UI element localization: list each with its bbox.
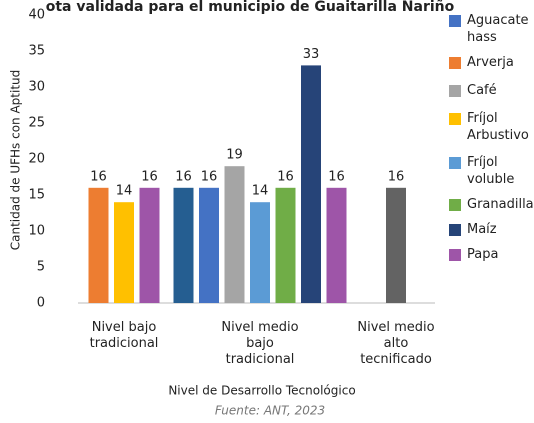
x-axis-title: Nivel de Desarrollo Tecnológico bbox=[168, 384, 355, 398]
data-label: 16 bbox=[201, 169, 218, 184]
bar bbox=[173, 187, 194, 303]
legend-label: Maíz bbox=[467, 222, 497, 237]
bar bbox=[199, 187, 219, 303]
x-tick-label: Nivel bajo tradicional bbox=[89, 320, 159, 351]
data-label: 14 bbox=[116, 184, 133, 199]
bar bbox=[114, 202, 134, 303]
data-label: 16 bbox=[90, 169, 107, 184]
source: Fuente: ANT, 2023 bbox=[215, 404, 325, 418]
legend-swatch bbox=[449, 157, 461, 169]
y-tick-label: 40 bbox=[28, 8, 45, 23]
legend-swatch bbox=[449, 249, 461, 261]
y-tick-label: 15 bbox=[28, 188, 45, 203]
data-label: 16 bbox=[175, 169, 192, 184]
y-axis-title: Cantidad de UFHs con Aptitud bbox=[9, 70, 23, 251]
legend-label: Café bbox=[467, 83, 497, 98]
legend-label: Fríjol Arbustivo bbox=[467, 111, 529, 143]
bar bbox=[88, 187, 109, 303]
bar bbox=[250, 202, 270, 303]
legend-swatch bbox=[449, 15, 461, 27]
y-tick-label: 10 bbox=[28, 224, 45, 239]
y-tick-label: 0 bbox=[37, 296, 45, 311]
y-tick-label: 35 bbox=[28, 44, 45, 59]
legend-swatch bbox=[449, 85, 461, 97]
legend-swatch bbox=[449, 199, 461, 211]
data-label: 14 bbox=[252, 184, 269, 199]
legend-swatch bbox=[449, 57, 461, 69]
data-label: 33 bbox=[303, 47, 320, 62]
bar bbox=[224, 166, 245, 303]
bar bbox=[386, 187, 406, 303]
data-label: 16 bbox=[328, 169, 345, 184]
legend-swatch bbox=[449, 224, 461, 236]
bar bbox=[139, 187, 160, 303]
legend-swatch bbox=[449, 113, 461, 125]
bar bbox=[301, 65, 321, 304]
chart-title: ota validada para el municipio de Guaita… bbox=[46, 0, 455, 15]
y-tick-label: 30 bbox=[28, 80, 45, 95]
bar bbox=[326, 187, 347, 303]
x-tick-label: Nivel medio alto tecnificado bbox=[357, 320, 435, 367]
x-tick-label: Nivel medio bajo tradicional bbox=[221, 320, 299, 367]
y-tick-label: 5 bbox=[37, 260, 45, 275]
legend-label: Granadilla bbox=[467, 197, 534, 212]
y-tick-label: 20 bbox=[28, 152, 45, 167]
legend-label: Papa bbox=[467, 247, 499, 262]
legend-label: Fríjol voluble bbox=[467, 155, 515, 187]
data-label: 19 bbox=[226, 148, 243, 163]
bar bbox=[275, 187, 296, 303]
data-label: 16 bbox=[277, 169, 294, 184]
legend-label: Aguacate hass bbox=[467, 13, 529, 45]
data-label: 16 bbox=[141, 169, 158, 184]
data-label: 16 bbox=[388, 169, 405, 184]
legend-label: Arverja bbox=[467, 55, 514, 70]
y-tick-label: 25 bbox=[28, 116, 45, 131]
